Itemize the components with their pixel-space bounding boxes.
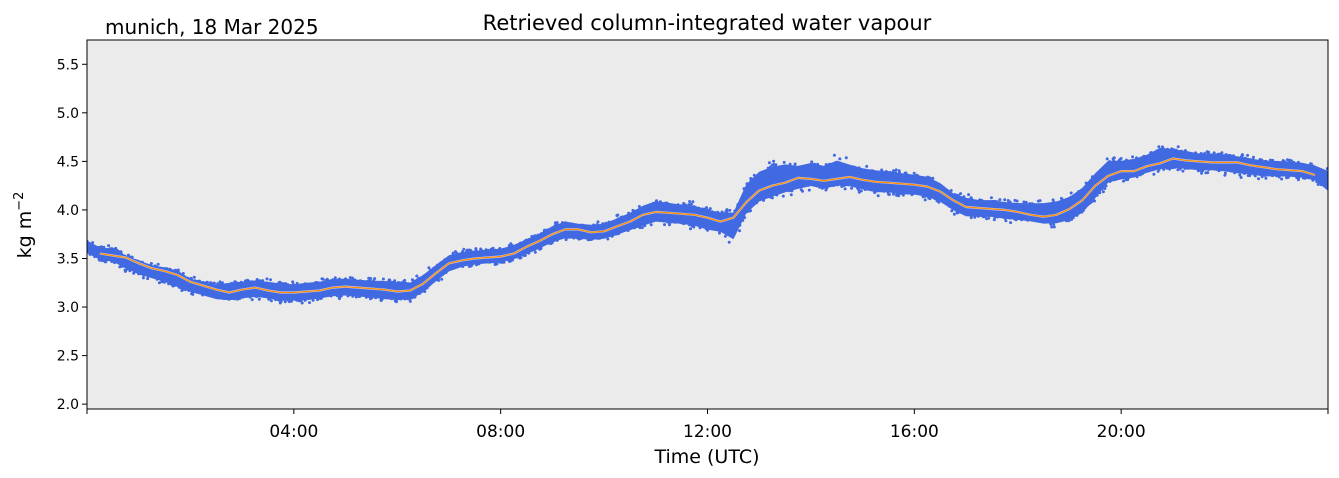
scatter-point [793, 162, 797, 166]
scatter-point [250, 298, 254, 302]
scatter-point [291, 280, 295, 284]
scatter-point [279, 299, 283, 303]
scatter-point [533, 250, 537, 254]
scatter-point [157, 281, 161, 285]
scatter-point [637, 205, 641, 208]
scatter-point [381, 277, 385, 281]
scatter-point [495, 262, 499, 266]
scatter-point [462, 247, 466, 251]
scatter-point [708, 207, 712, 211]
scatter-point [283, 300, 287, 304]
scatter-point [774, 163, 778, 167]
scatter-point [333, 276, 337, 280]
scatter-point [767, 161, 771, 165]
scatter-point [269, 278, 272, 282]
scatter-point [606, 237, 610, 241]
scatter-point [440, 277, 444, 281]
scatter-point [316, 298, 319, 302]
scatter-point [781, 194, 785, 198]
scatter-point [311, 298, 315, 302]
scatter-point [393, 279, 397, 283]
scatter-point [257, 297, 261, 301]
scatter-point [403, 278, 407, 282]
scatter-point [212, 281, 216, 285]
scatter-point [738, 229, 742, 233]
scatter-point [220, 281, 224, 285]
scatter-point [300, 301, 304, 305]
scatter-point [789, 193, 793, 197]
scatter-point [369, 277, 373, 280]
scatter-point [705, 206, 708, 210]
scatter-point [308, 301, 311, 305]
scatter-point [692, 225, 696, 229]
scatter-point [373, 277, 377, 281]
scatter-point [555, 221, 559, 225]
scatter-point [427, 266, 431, 270]
scatter-point [718, 231, 721, 235]
scatter-point [321, 277, 325, 281]
scatter-point [192, 275, 196, 279]
scatter-point [807, 188, 811, 192]
scatter-point [107, 244, 111, 248]
scatter-point [770, 196, 774, 200]
scatter-point [191, 292, 195, 296]
scatter-point [801, 189, 804, 193]
scatter-point [663, 223, 666, 227]
scatter-point [596, 220, 600, 224]
scatter-point [176, 268, 180, 272]
scatter-point [649, 223, 653, 227]
scatter-point [156, 262, 160, 266]
scatter-point [491, 246, 495, 250]
scatter-point [141, 276, 145, 280]
scatter-point [772, 159, 776, 163]
scatter-point [146, 277, 150, 281]
scatter-point [691, 200, 695, 204]
scatter-point [437, 278, 441, 282]
scatter-point [265, 277, 269, 281]
scatter-point [727, 240, 731, 244]
scatter-point [519, 256, 523, 260]
scatter-point [415, 274, 419, 278]
scatter-point [465, 248, 469, 252]
scatter-point [689, 202, 693, 206]
scatter-point [688, 200, 692, 203]
scatter-point [810, 160, 814, 164]
scatter-point [728, 208, 732, 212]
scatter-point [723, 234, 727, 238]
scatter-point [408, 299, 412, 303]
scatter-point [725, 208, 729, 212]
scatter-point [640, 226, 644, 230]
scatter-point [689, 227, 692, 231]
scatter-point [149, 262, 153, 265]
scatter-point [269, 299, 273, 303]
scatter-point [782, 160, 786, 164]
scatter-point [616, 213, 620, 217]
